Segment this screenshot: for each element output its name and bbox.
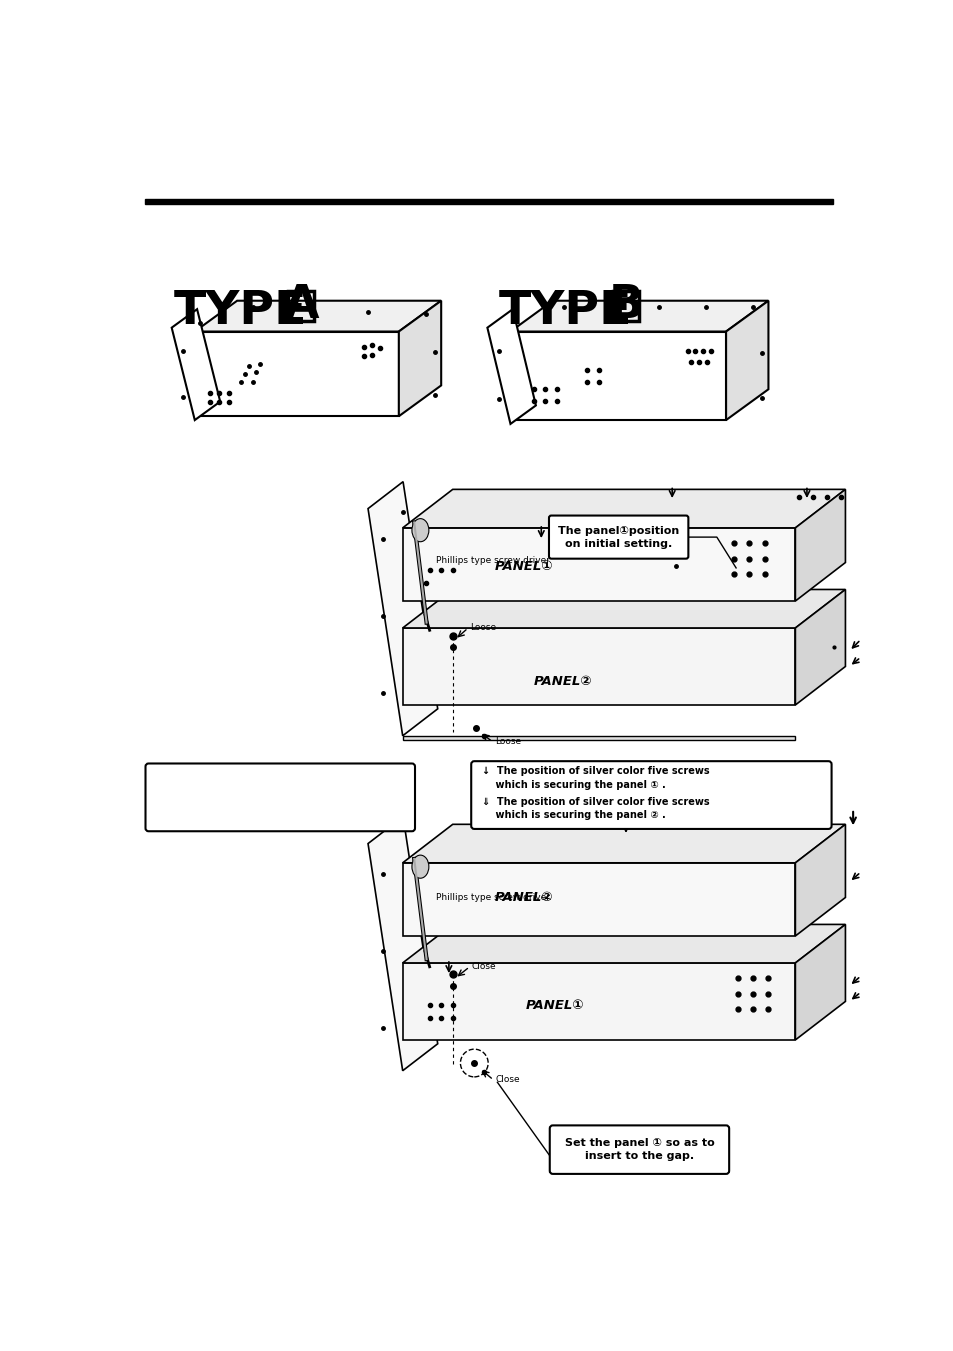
Polygon shape [172, 309, 220, 420]
Polygon shape [725, 301, 767, 420]
Text: ⇓  The position of silver color five screws: ⇓ The position of silver color five scre… [481, 797, 709, 807]
Polygon shape [510, 331, 725, 420]
Text: Close: Close [471, 962, 496, 971]
Text: Loose: Loose [469, 623, 496, 632]
Text: which is securing the panel ② .: which is securing the panel ② . [481, 811, 665, 820]
Text: Close: Close [495, 1075, 519, 1085]
Polygon shape [487, 309, 536, 424]
Bar [145, 199, 832, 204]
Bar [288, 292, 314, 320]
Polygon shape [795, 924, 844, 1040]
Polygon shape [795, 589, 844, 705]
Ellipse shape [412, 519, 429, 542]
Polygon shape [368, 816, 437, 1071]
Text: PANEL②: PANEL② [533, 676, 592, 689]
Polygon shape [194, 301, 440, 331]
Polygon shape [795, 489, 844, 601]
Polygon shape [194, 331, 398, 416]
Polygon shape [398, 301, 440, 416]
Ellipse shape [412, 855, 429, 878]
Text: Set the panel ① so as to
insert to the gap.: Set the panel ① so as to insert to the g… [564, 1138, 714, 1162]
Polygon shape [402, 963, 795, 1040]
Polygon shape [402, 863, 795, 936]
Bar [612, 292, 639, 320]
Text: Phillips type screw driver.: Phillips type screw driver. [436, 893, 551, 902]
Text: Phillips type screw driver.: Phillips type screw driver. [436, 557, 551, 566]
FancyBboxPatch shape [146, 763, 415, 831]
Polygon shape [402, 824, 844, 863]
Polygon shape [795, 824, 844, 936]
Text: ↓  The position of silver color five screws: ↓ The position of silver color five scre… [481, 766, 709, 775]
Polygon shape [510, 301, 767, 331]
FancyBboxPatch shape [471, 761, 831, 830]
FancyBboxPatch shape [548, 516, 688, 559]
FancyBboxPatch shape [549, 1125, 728, 1174]
Polygon shape [402, 589, 844, 628]
Text: which is securing the panel ① .: which is securing the panel ① . [481, 780, 665, 790]
Polygon shape [402, 528, 795, 601]
Text: PANEL①: PANEL① [495, 559, 553, 573]
Text: TYPE: TYPE [498, 289, 632, 334]
Text: TYPE: TYPE [173, 289, 307, 334]
Polygon shape [402, 628, 795, 705]
Text: The panel①position
on initial setting.: The panel①position on initial setting. [558, 526, 679, 549]
Text: PANEL②: PANEL② [495, 890, 553, 904]
Text: Loose: Loose [495, 738, 520, 747]
Polygon shape [368, 482, 437, 736]
Text: A: A [283, 282, 318, 328]
Polygon shape [402, 489, 844, 528]
Polygon shape [402, 924, 844, 963]
Text: PANEL①: PANEL① [525, 998, 584, 1012]
Text: B: B [608, 282, 643, 328]
Bar [402, 736, 795, 739]
